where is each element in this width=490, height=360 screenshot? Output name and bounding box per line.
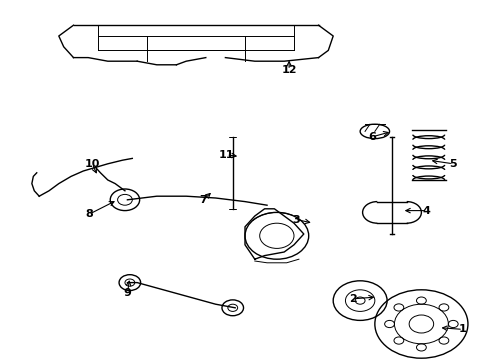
Text: 6: 6 (368, 132, 376, 142)
Text: 12: 12 (281, 65, 297, 75)
Text: 7: 7 (199, 195, 207, 205)
Text: 8: 8 (85, 209, 93, 219)
Text: 5: 5 (449, 159, 457, 169)
Text: 2: 2 (349, 294, 357, 304)
Text: 10: 10 (84, 159, 100, 169)
Text: 1: 1 (459, 324, 467, 334)
Text: 4: 4 (422, 206, 430, 216)
Circle shape (110, 189, 140, 211)
Circle shape (222, 300, 244, 316)
Circle shape (119, 275, 141, 291)
Text: 11: 11 (219, 150, 234, 160)
Text: 3: 3 (293, 215, 300, 225)
Text: 9: 9 (123, 288, 131, 298)
